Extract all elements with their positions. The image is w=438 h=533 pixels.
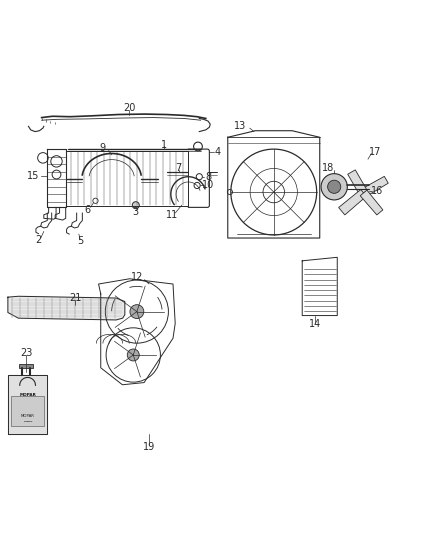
Bar — [20, 364, 33, 368]
Text: 1: 1 — [161, 140, 167, 150]
Text: MOPAR: MOPAR — [21, 414, 35, 418]
Text: 15: 15 — [27, 171, 39, 181]
Circle shape — [130, 305, 144, 319]
Text: 23: 23 — [20, 348, 32, 358]
Text: 16: 16 — [371, 186, 383, 196]
Text: 18: 18 — [321, 164, 334, 173]
Text: MOPAR: MOPAR — [19, 393, 36, 398]
Polygon shape — [339, 190, 366, 215]
Circle shape — [127, 349, 139, 361]
Text: ━━━━━: ━━━━━ — [24, 420, 32, 424]
Polygon shape — [8, 296, 125, 320]
Text: 13: 13 — [234, 122, 246, 131]
Text: 9: 9 — [100, 143, 106, 154]
Polygon shape — [348, 170, 367, 195]
Text: 6: 6 — [85, 205, 91, 215]
Text: 8: 8 — [205, 172, 211, 182]
Circle shape — [132, 201, 139, 209]
Text: 5: 5 — [77, 236, 83, 246]
Text: 12: 12 — [131, 272, 143, 282]
Polygon shape — [360, 190, 383, 215]
Circle shape — [358, 188, 369, 198]
Circle shape — [328, 180, 341, 193]
Polygon shape — [8, 375, 47, 434]
Text: 2: 2 — [35, 235, 42, 245]
Text: 20: 20 — [123, 103, 135, 113]
Text: 3: 3 — [133, 207, 139, 217]
Text: 14: 14 — [309, 319, 321, 329]
Polygon shape — [361, 176, 388, 197]
Text: 7: 7 — [176, 164, 182, 173]
Text: 4: 4 — [215, 147, 221, 157]
Text: 17: 17 — [369, 147, 381, 157]
Text: 10: 10 — [202, 181, 214, 190]
Text: 19: 19 — [143, 442, 155, 452]
Bar — [11, 397, 44, 426]
Text: 21: 21 — [69, 293, 81, 303]
Text: 11: 11 — [166, 210, 178, 220]
Circle shape — [321, 174, 347, 200]
